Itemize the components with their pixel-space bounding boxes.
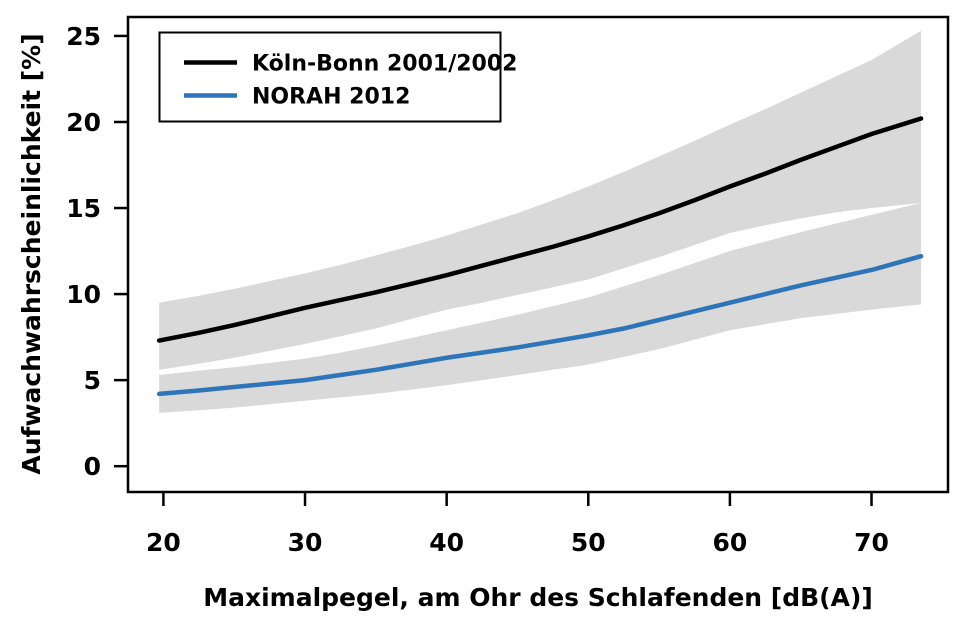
x-axis-title: Maximalpegel, am Ohr des Schlafenden [dB… — [203, 583, 873, 612]
x-tick-label: 20 — [146, 528, 181, 557]
legend-label-norah: NORAH 2012 — [252, 85, 410, 110]
y-tick-label: 0 — [84, 452, 101, 481]
series-norah-confidence-band — [159, 202, 922, 413]
x-tick-label: 70 — [854, 528, 889, 557]
y-tick-label: 5 — [84, 366, 101, 395]
x-axis: 20 30 40 50 60 70 — [146, 493, 889, 557]
series-norah-line — [156, 253, 924, 397]
y-tick-label: 25 — [66, 22, 101, 51]
legend-item-norah: NORAH 2012 — [184, 85, 410, 110]
y-tick-label: 20 — [66, 108, 101, 137]
legend-box — [158, 31, 502, 123]
series-koeln-bonn-confidence-band — [159, 30, 922, 370]
x-tick-label: 30 — [288, 528, 323, 557]
y-tick-label: 15 — [66, 194, 101, 223]
x-tick-label: 40 — [429, 528, 464, 557]
legend-label-koeln-bonn: Köln-Bonn 2001/2002 — [252, 52, 517, 77]
series-lines-layer — [156, 116, 924, 397]
y-axis: 0 5 10 15 20 25 — [66, 22, 127, 481]
legend-item-koeln-bonn: Köln-Bonn 2001/2002 — [184, 52, 517, 77]
y-axis-title: Aufwachwahrscheinlichkeit [%] — [17, 33, 46, 474]
confidence-bands-layer — [159, 30, 922, 413]
series-koeln-bonn-line — [156, 116, 924, 343]
y-tick-label: 10 — [66, 280, 101, 309]
legend: Köln-Bonn 2001/2002 NORAH 2012 — [158, 31, 517, 123]
plot-border — [126, 15, 950, 494]
x-tick-label: 50 — [571, 528, 606, 557]
x-tick-label: 60 — [713, 528, 748, 557]
